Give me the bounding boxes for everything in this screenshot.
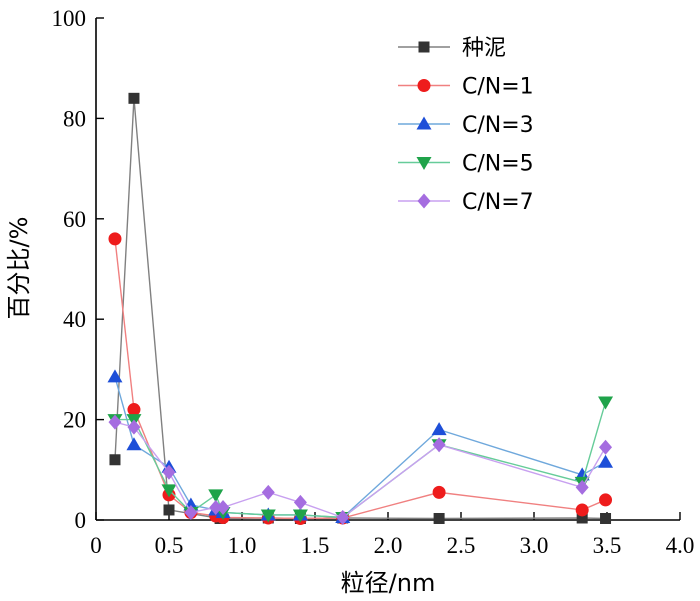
data-point [433, 512, 445, 524]
x-tick-label: 2.5 [447, 533, 476, 558]
y-tick-label: 40 [63, 307, 86, 332]
data-point [575, 503, 589, 517]
series-line [114, 421, 607, 519]
data-point [336, 509, 350, 525]
data-point [600, 512, 612, 524]
legend-marker [417, 79, 431, 92]
data-point [599, 493, 613, 507]
legend-marker [418, 41, 430, 53]
data-point [127, 403, 141, 417]
data-point [598, 454, 614, 468]
x-tick-label: 1.5 [301, 533, 330, 558]
x-tick-label: 0 [90, 533, 102, 558]
axes: 0 0.5 1.0 1.5 2.0 2.5 3.0 3.5 4.0 0 20 40 60 80 100 [52, 6, 695, 558]
legend-label: C/N=1 [462, 75, 534, 100]
data-point [162, 464, 176, 480]
data-point [598, 396, 614, 410]
x-tick-label: 4.0 [666, 533, 695, 558]
data-point [107, 369, 123, 383]
data-point [163, 504, 175, 516]
data-point [216, 499, 230, 515]
x-tick-label: 3.0 [520, 533, 549, 558]
data-point [161, 484, 177, 498]
data-point [126, 437, 142, 451]
data-point [108, 232, 122, 246]
y-axis-title: 百分比/% [5, 217, 33, 320]
data-point [209, 499, 223, 515]
x-tick-label: 0.5 [155, 533, 184, 558]
series-1 [108, 232, 613, 525]
series-line [114, 376, 606, 519]
legend: 种泥 C/N=1 C/N=3 C/N=5 C/N=7 [398, 36, 534, 215]
data-point [128, 92, 140, 104]
data-point [432, 485, 446, 499]
legend-marker [416, 157, 432, 170]
series-0 [109, 92, 612, 524]
legend-label: C/N=3 [462, 113, 534, 138]
legend-item: C/N=7 [398, 190, 534, 215]
y-tick-label: 0 [75, 508, 87, 533]
series-layer [107, 92, 614, 525]
data-point [127, 419, 141, 435]
data-point [108, 414, 122, 430]
data-point [576, 512, 588, 524]
data-point [184, 504, 198, 520]
y-tick-label: 80 [63, 106, 86, 131]
legend-marker [417, 193, 431, 209]
legend-marker [416, 116, 432, 130]
y-tick-label: 20 [63, 408, 86, 433]
series-4 [108, 414, 613, 525]
x-axis-title: 粒径/nm [341, 569, 436, 597]
y-tick-label: 60 [63, 207, 86, 232]
data-point [208, 489, 224, 503]
x-tick-label: 3.5 [593, 533, 622, 558]
data-point [431, 422, 447, 436]
legend-label: C/N=7 [462, 190, 534, 215]
y-tick-label: 100 [52, 6, 87, 31]
series-line [114, 401, 607, 519]
legend-item: C/N=1 [398, 75, 534, 100]
legend-item: C/N=5 [398, 152, 534, 177]
data-point [293, 494, 307, 510]
legend-label: C/N=5 [462, 152, 534, 177]
legend-label: 种泥 [462, 36, 506, 61]
legend-item: 种泥 [398, 36, 506, 61]
data-point [109, 454, 121, 466]
data-point [575, 479, 589, 495]
data-point [261, 484, 275, 500]
data-point [292, 509, 308, 523]
data-point [599, 439, 613, 455]
legend-item: C/N=3 [398, 113, 534, 138]
data-point [260, 509, 276, 523]
data-point [432, 437, 446, 453]
series-line [114, 238, 606, 520]
x-tick-label: 2.0 [374, 533, 403, 558]
x-tick-label: 1.0 [228, 533, 257, 558]
